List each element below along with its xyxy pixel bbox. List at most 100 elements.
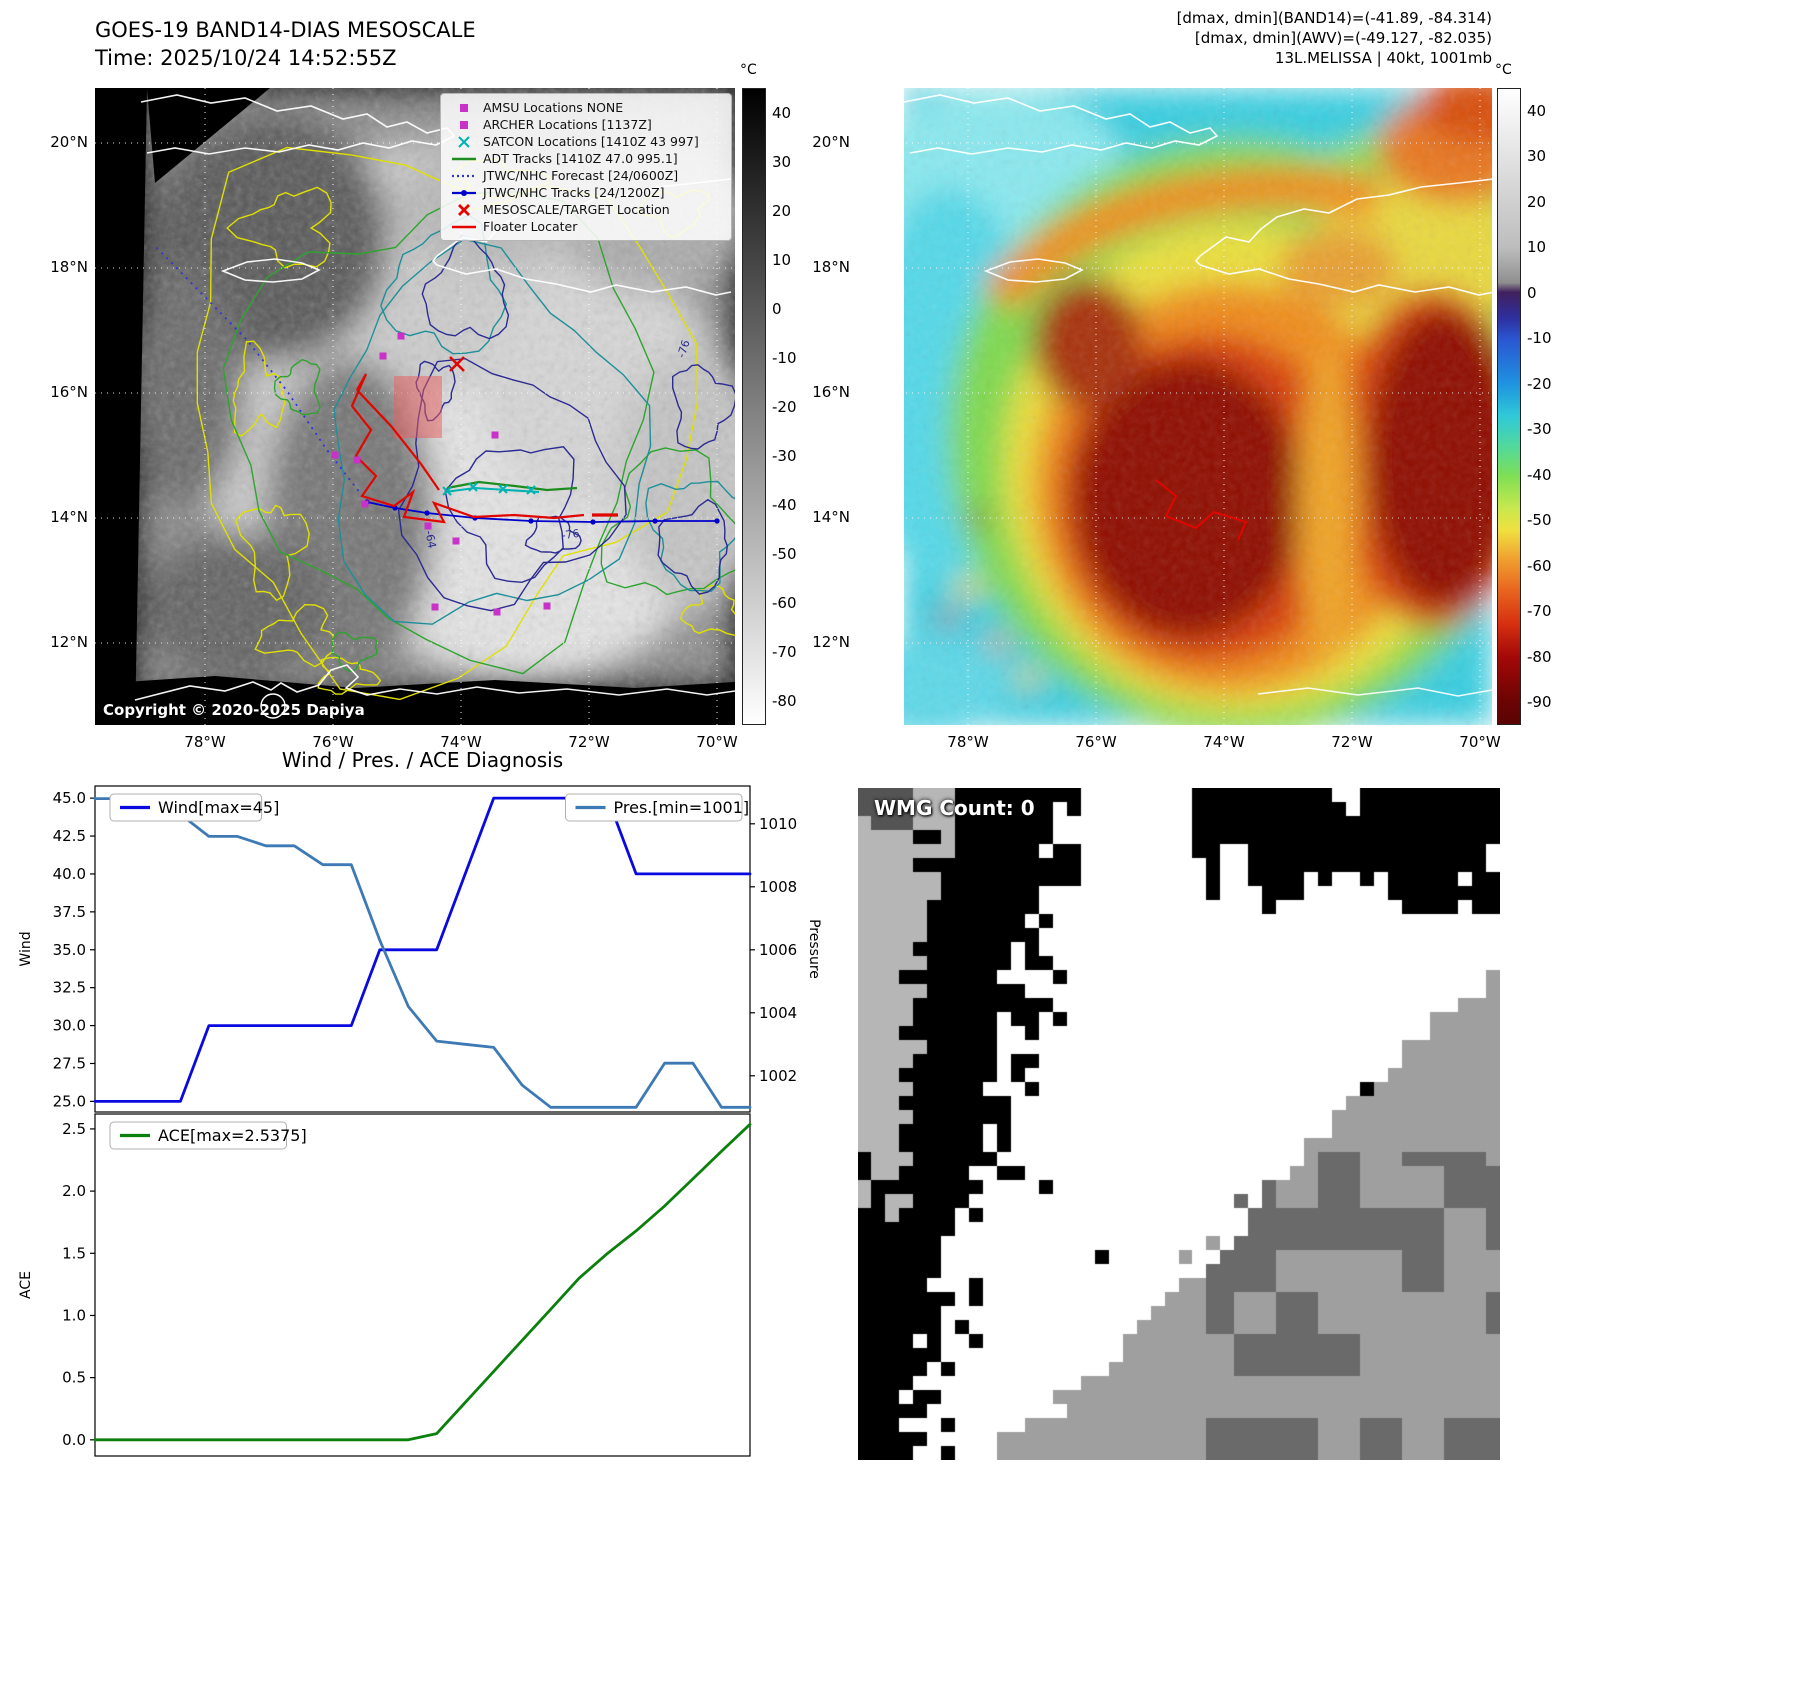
band14-dmax-dmin: [dmax, dmin](BAND14)=(-41.89, -84.314) [1176, 9, 1492, 27]
left-map-time: Time: 2025/10/24 14:52:55Z [95, 46, 397, 70]
colorbar-tick-label: 10 [772, 250, 792, 269]
legend-marker-square [460, 120, 468, 129]
wmg-cloud-mask-image [858, 788, 1500, 1460]
adt-track-line [446, 480, 578, 492]
svg-text:Wind[max=45]: Wind[max=45] [158, 798, 279, 817]
svg-text:Pressure: Pressure [806, 919, 822, 979]
svg-text:1010: 1010 [759, 815, 797, 833]
map-legend: AMSU Locations NONE ARCHER Locations [113… [440, 93, 732, 241]
floater-track-line [1155, 479, 1248, 541]
svg-text:1004: 1004 [759, 1004, 797, 1022]
svg-text:0.5: 0.5 [62, 1369, 86, 1387]
graticule [95, 88, 735, 725]
svg-text:27.5: 27.5 [53, 1054, 86, 1072]
svg-text:1008: 1008 [759, 878, 797, 896]
ace-chart: 2.5 2.0 1.5 1.0 0.5 0.0 ACE ACE[max=2.5375] [18, 1113, 752, 1457]
svg-text:-76: -76 [561, 527, 581, 542]
colorbar-tick-label: -20 [1527, 374, 1552, 393]
band14-map-graphic: -76 -76 -64 [95, 88, 735, 725]
lat-tick-label: 18°N [50, 258, 88, 276]
colorbar-tick-label: -60 [1527, 556, 1552, 575]
lat-tick-label: 20°N [50, 133, 88, 151]
lon-tick-label: 72°W [568, 733, 610, 751]
right-map-header: [dmax, dmin](BAND14)=(-41.89, -84.314) [… [1000, 8, 1492, 68]
legend-item: ARCHER Locations [1137Z] [449, 116, 723, 133]
svg-text:35.0: 35.0 [53, 941, 86, 959]
bt-contours: -76 -76 -64 [196, 146, 735, 701]
svg-text:ACE[max=2.5375]: ACE[max=2.5375] [158, 1126, 307, 1145]
mesoscale-domain-box [394, 376, 442, 438]
lon-tick-label: 74°W [1203, 733, 1245, 751]
legend-marker-line-dot [452, 189, 476, 196]
legend-marker-x-bold [458, 203, 470, 216]
svg-text:1.5: 1.5 [62, 1244, 86, 1262]
legend-item-label: AMSU Locations NONE [483, 100, 624, 115]
lon-tick-label: 78°W [947, 733, 989, 751]
legend-item: SATCON Locations [1410Z 43 997] [449, 133, 723, 150]
lon-tick-label: 76°W [312, 733, 354, 751]
obs-markers [331, 332, 551, 616]
diagnosis-title: Wind / Pres. / ACE Diagnosis [281, 748, 564, 772]
band14-colorbar-unit: °C [740, 62, 757, 78]
svg-text:1002: 1002 [759, 1067, 797, 1085]
svg-text:1.0: 1.0 [62, 1306, 86, 1324]
legend-item: Floater Locater [449, 218, 723, 235]
legend-item-label: ADT Tracks [1410Z 47.0 995.1] [483, 151, 678, 166]
legend-marker-dotted [452, 174, 476, 177]
lon-tick-label: 70°W [696, 733, 738, 751]
awv-dmax-dmin: [dmax, dmin](AWV)=(-49.127, -82.035) [1194, 29, 1492, 47]
colorbar-tick-label: -90 [1527, 693, 1552, 712]
legend-item: AMSU Locations NONE [449, 99, 723, 116]
svg-text:-64: -64 [422, 529, 438, 549]
lat-tick-label: 16°N [50, 383, 88, 401]
legend-marker-line [452, 157, 476, 160]
series-line [93, 797, 752, 1109]
wmg-count-label: WMG Count: 0 [874, 796, 1035, 820]
left-map-title: GOES-19 BAND14-DIAS MESOSCALE [95, 18, 476, 42]
satcon-track-line [444, 486, 540, 493]
lon-tick-label: 74°W [440, 733, 482, 751]
colorbar-tick-label: -80 [772, 691, 797, 710]
colorbar-tick-label: 30 [1527, 147, 1547, 166]
series-line [93, 796, 752, 1103]
lat-tick-label: 14°N [50, 508, 88, 526]
awv-colorbar [1497, 88, 1521, 725]
lat-tick-label: 14°N [812, 508, 850, 526]
jtwc-track-line [366, 501, 717, 523]
band14-colorbar [742, 88, 766, 725]
colorbar-tick-label: 20 [1527, 192, 1547, 211]
colorbar-tick-label: -40 [772, 495, 797, 514]
lon-tick-label: 70°W [1459, 733, 1501, 751]
svg-text:32.5: 32.5 [53, 979, 86, 997]
colorbar-tick-label: -50 [1527, 511, 1552, 530]
svg-text:2.0: 2.0 [62, 1182, 86, 1200]
legend-item-label: MESOSCALE/TARGET Location [483, 202, 670, 217]
coastlines [904, 94, 1492, 697]
svg-text:37.5: 37.5 [53, 903, 86, 921]
svg-text:0.0: 0.0 [62, 1431, 86, 1449]
legend-item-label: ARCHER Locations [1137Z] [483, 117, 652, 132]
colorbar-tick-label: -70 [772, 642, 797, 661]
legend-item-label: Floater Locater [483, 219, 578, 234]
legend-item: JTWC/NHC Tracks [24/1200Z] [449, 184, 723, 201]
colorbar-tick-label: -20 [772, 397, 797, 416]
wind-pressure-chart: 45.0 42.5 40.0 37.5 35.0 32.5 30.0 27.5 25.0 1010… [18, 785, 822, 1113]
chart-legend-box [565, 793, 743, 822]
colorbar-tick-label: 40 [772, 103, 792, 122]
lon-tick-label: 72°W [1331, 733, 1373, 751]
lat-tick-label: 12°N [50, 633, 88, 651]
lon-tick-label: 76°W [1075, 733, 1117, 751]
jtwc-forecast-line [154, 245, 368, 503]
colorbar-tick-label: 40 [1527, 101, 1547, 120]
svg-text:25.0: 25.0 [53, 1092, 86, 1110]
colorbar-tick-label: -40 [1527, 465, 1552, 484]
colorbar-tick-label: 0 [1527, 283, 1537, 302]
chart-legend-box [109, 793, 263, 822]
lat-tick-label: 12°N [812, 633, 850, 651]
lat-tick-label: 16°N [812, 383, 850, 401]
lat-tick-label: 18°N [812, 258, 850, 276]
legend-item-label: JTWC/NHC Tracks [24/1200Z] [483, 185, 665, 200]
chart-legend-box [109, 1121, 287, 1150]
svg-text:-76: -76 [675, 338, 693, 359]
storm-tracks [154, 245, 720, 525]
